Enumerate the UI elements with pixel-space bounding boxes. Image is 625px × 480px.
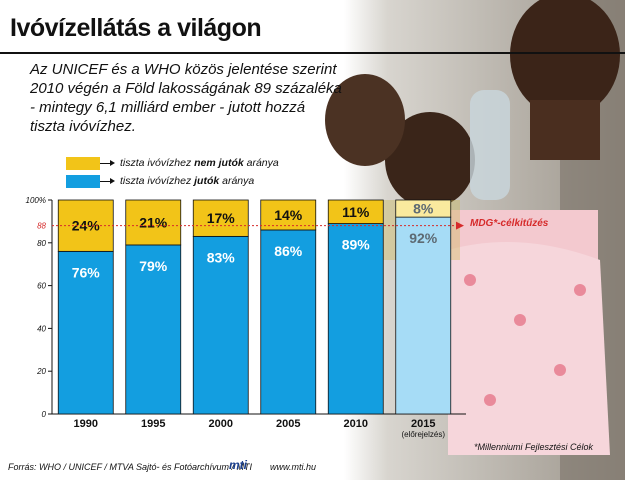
bar-access [260, 229, 317, 415]
bar-no-access [192, 199, 249, 237]
y-tick-label: 40 [37, 324, 46, 333]
bar-access [125, 244, 182, 415]
y-tick-label: 60 [37, 282, 46, 291]
x-tick-label: 2000 [209, 418, 233, 430]
data-label-access: 89% [342, 237, 371, 253]
data-label-access: 79% [139, 258, 168, 274]
data-label-no-access: 11% [342, 204, 370, 220]
data-label-no-access: 14% [274, 207, 303, 223]
target-arrow-icon [456, 221, 464, 230]
legend-arrow-icon [100, 160, 115, 166]
legend-text-strong: jutók [194, 175, 220, 187]
x-tick-label: 1995 [141, 418, 165, 430]
legend-label-access: tiszta ivóvízhez jutók aránya [120, 175, 254, 187]
bar-access [395, 216, 452, 415]
page-title: Ivóvízellátás a világon [10, 14, 262, 42]
website-link[interactable]: www.mti.hu [270, 462, 317, 472]
legend-label-no-access: tiszta ivóvízhez nem jutók aránya [120, 157, 279, 169]
x-tick-label: 2015 [411, 418, 435, 430]
footnote: *Millenniumi Fejlesztési Célok [474, 442, 594, 452]
bar-access [57, 250, 114, 415]
y-tick-label: 100% [26, 196, 46, 205]
bar-no-access [395, 199, 452, 218]
legend-text-part: aránya [243, 157, 279, 169]
target-tick-label: 88 [37, 222, 46, 231]
bar-access [327, 223, 384, 415]
y-tick-label: 20 [36, 367, 46, 376]
legend-swatch-access [66, 175, 100, 188]
legend-text-part: tiszta ivóvízhez [120, 157, 195, 169]
mti-logo: mti [229, 458, 247, 472]
bar-no-access [327, 199, 384, 224]
data-label-access: 76% [72, 264, 101, 280]
x-tick-label: 1990 [74, 418, 98, 430]
data-label-access: 92% [409, 230, 438, 246]
x-tick-label: 2005 [276, 418, 300, 430]
legend-text-part: aránya [219, 175, 255, 187]
data-label-no-access: 8% [413, 201, 434, 217]
legend-text-strong: nem jutók [194, 157, 244, 169]
data-label-access: 86% [274, 243, 303, 259]
legend-swatch-no-access [66, 157, 100, 170]
y-tick-label: 0 [42, 410, 47, 419]
intro-text: Az UNICEF és a WHO közös jelentése szeri… [30, 61, 342, 135]
target-label: MDG*-célkitűzés [470, 218, 549, 229]
y-tick-label: 80 [37, 239, 46, 248]
source-credit: Forrás: WHO / UNICEF / MTVA Sajtó- és Fo… [8, 462, 253, 472]
x-tick-label: 2010 [344, 418, 368, 430]
x-tick-sublabel: (előrejelzés) [401, 430, 445, 439]
legend-arrow-icon [100, 178, 115, 184]
data-label-no-access: 17% [207, 210, 236, 226]
title-divider [0, 52, 625, 54]
legend-text-part: tiszta ivóvízhez [120, 175, 195, 187]
data-label-no-access: 21% [139, 214, 168, 230]
bar-no-access [260, 199, 317, 231]
data-label-no-access: 24% [72, 218, 101, 234]
data-label-access: 83% [207, 249, 236, 265]
bar-access [192, 235, 249, 415]
bar-no-access [125, 199, 182, 246]
